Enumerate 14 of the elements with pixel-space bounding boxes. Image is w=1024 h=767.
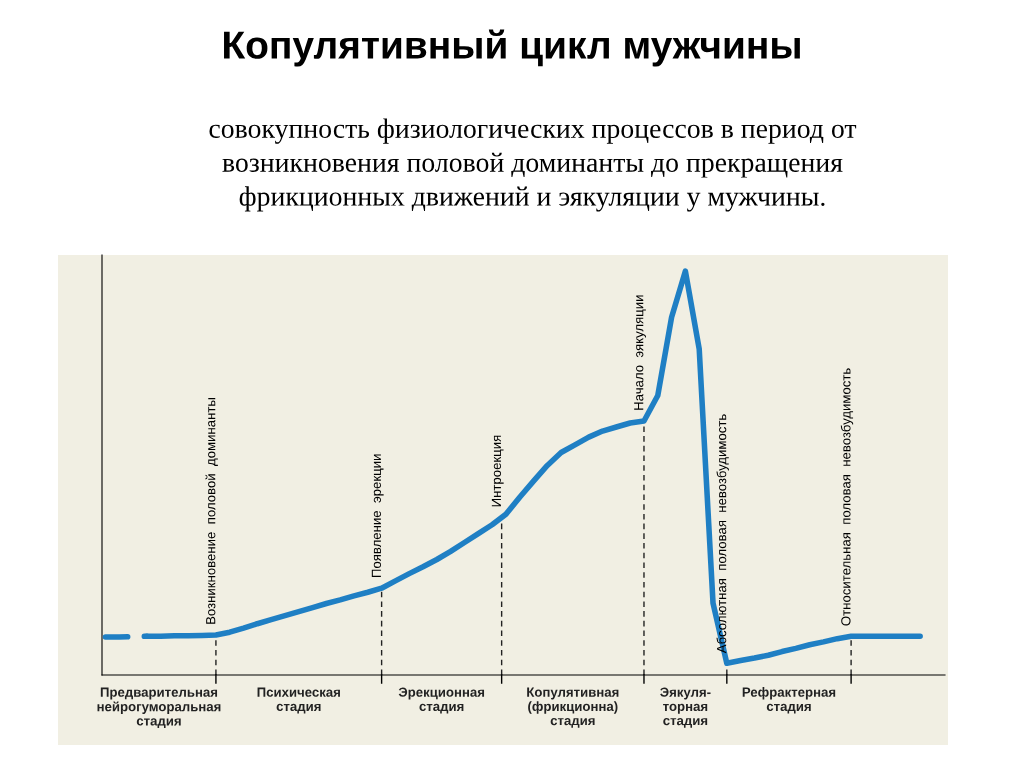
chart-subtitle: совокупность физиологических процессов в период от возникновения половой доминанты до прекращения фрикционных движений и эякуляции у мужчины. (209, 118, 857, 212)
annotation: Абсолютная половая невозбудимость (716, 414, 729, 654)
chart-title: Копулятивный цикл мужчины (224, 29, 800, 67)
text: Эрекционная стадия (398, 687, 485, 714)
text: Рефрактерная стадия (742, 687, 836, 714)
annotation: Интроекция (491, 435, 504, 507)
annotation: Появление эрекции (371, 454, 384, 578)
annotation: Относительная половая невозбудимость (840, 368, 854, 626)
annotation: Возникновение половой доминанты (205, 398, 218, 624)
text: Предварительная нейрогуморальная стадия (97, 687, 221, 729)
text: Копулятивная (фрикционна) стадия (527, 687, 619, 728)
annotation: Начало эякуляции (634, 295, 646, 410)
text: Психическая стадия (257, 687, 340, 714)
text: Эякуля- торная стадия (660, 687, 711, 728)
